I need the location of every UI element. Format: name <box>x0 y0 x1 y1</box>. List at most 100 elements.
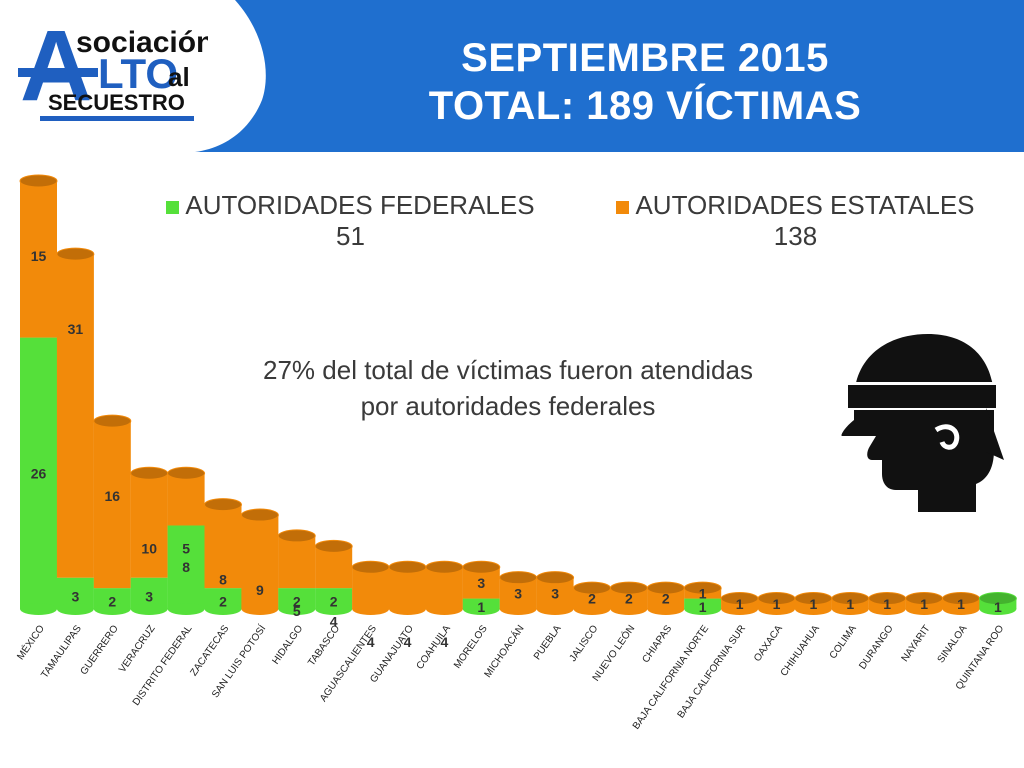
category-label: CHIHUAHUA <box>779 623 822 678</box>
logo-word3: al <box>168 62 190 92</box>
data-label-estatales: 15 <box>31 248 47 264</box>
header-background <box>0 0 1024 152</box>
data-label-estatales: 31 <box>68 321 84 337</box>
data-label-federales: 1 <box>994 599 1002 615</box>
bar-estatales <box>93 421 131 589</box>
data-label-estatales: 1 <box>736 596 744 612</box>
legend-value-federales: 51 <box>336 221 365 251</box>
data-label-estatales: 3 <box>477 575 485 591</box>
category-label: TAMAULIPAS <box>39 623 84 680</box>
category-label: TABASCO <box>306 623 342 668</box>
note-line2: por autoridades federales <box>360 391 656 421</box>
bar-estatales <box>352 567 390 609</box>
bar-federales <box>167 525 205 609</box>
data-label-estatales: 9 <box>256 582 264 598</box>
data-label-estatales: 2 <box>625 591 633 607</box>
bar-top-cap <box>314 539 353 553</box>
bar-top-cap <box>240 508 279 522</box>
bar-estatales <box>278 535 316 589</box>
data-label-estatales: 1 <box>699 585 707 601</box>
data-label-federales: 26 <box>31 465 47 481</box>
legend-item-federales: AUTORIDADES FEDERALES 51 <box>138 190 563 252</box>
category-label: OAXACA <box>752 623 785 664</box>
bar-top-cap <box>167 466 206 480</box>
data-label-federales: 2 <box>330 594 338 610</box>
bar-top-cap <box>19 174 58 188</box>
category-label: VERACRUZ <box>117 623 158 674</box>
data-label-estatales: 5 <box>182 540 190 556</box>
bar-top-cap <box>536 571 575 585</box>
data-label-federales: 2 <box>293 594 301 610</box>
data-label-estatales: 8 <box>219 572 227 588</box>
bar-base-cap <box>684 603 722 615</box>
bar-top-cap <box>351 560 390 574</box>
data-label-estatales: 4 <box>404 634 412 650</box>
data-label-estatales: 10 <box>141 540 157 556</box>
bar-base-cap <box>462 603 500 615</box>
bar-estatales <box>425 567 463 609</box>
note-text: 27% del total de víctimas fueron atendid… <box>218 352 798 424</box>
category-label: GUERRERO <box>79 623 121 677</box>
bar-top-cap <box>388 560 427 574</box>
legend-swatch-federales <box>166 200 180 214</box>
category-label: MORELOS <box>452 623 490 671</box>
data-label-estatales: 2 <box>662 591 670 607</box>
bar-top-cap <box>462 560 501 574</box>
bar-estatales <box>20 181 57 338</box>
category-label: JALISCO <box>568 623 601 664</box>
category-label: SINALOA <box>936 623 970 665</box>
category-label: CHIAPAS <box>640 623 674 665</box>
bar-base-cap <box>278 603 316 615</box>
bar-base-cap <box>979 603 1017 615</box>
category-label: DURANGO <box>857 623 895 671</box>
category-label: MÉXICO <box>14 622 47 662</box>
legend-swatch-estatales <box>616 200 630 214</box>
bar-federales <box>204 588 242 609</box>
data-label-federales: 1 <box>477 599 485 615</box>
note-line1: 27% del total de víctimas fueron atendid… <box>263 355 753 385</box>
data-label-estatales: 1 <box>883 596 891 612</box>
logo: A sociación LTO al SECUESTRO <box>18 8 214 128</box>
title-month: SEPTIEMBRE 2015 <box>461 36 829 80</box>
data-label-estatales: 16 <box>105 488 121 504</box>
legend-value-estatales: 138 <box>773 221 818 251</box>
bar-base-cap <box>130 603 168 615</box>
data-label-estatales: 5 <box>293 603 301 619</box>
bar-estatales <box>389 567 426 609</box>
category-label: ZACATECAS <box>188 623 231 678</box>
data-label-federales: 3 <box>145 588 153 604</box>
category-label: COLIMA <box>828 623 859 661</box>
category-label: BAJA CALIFORNIA SUR <box>676 623 748 720</box>
data-label-estatales: 1 <box>773 596 781 612</box>
bar-base-cap <box>204 603 242 615</box>
data-label-estatales: 3 <box>551 585 559 601</box>
category-label: BAJA CALIFORNIA NORTE <box>631 623 711 731</box>
bar-federales <box>20 337 57 609</box>
data-label-estatales: 4 <box>367 634 375 650</box>
chart-legend: AUTORIDADES FEDERALES 51 AUTORIDADES EST… <box>138 190 1018 260</box>
bar-base-cap <box>167 603 205 615</box>
data-label-federales: 3 <box>72 588 80 604</box>
bar-base-cap <box>56 603 94 615</box>
logo-word1: sociación <box>76 26 208 59</box>
category-label: PUEBLA <box>532 623 564 662</box>
bar-federales <box>93 588 131 609</box>
legend-item-estatales: AUTORIDADES ESTATALES 138 <box>583 190 1008 252</box>
header-band <box>0 0 1024 152</box>
data-label-federales: 8 <box>182 559 190 575</box>
data-label-estatales: 4 <box>330 613 338 629</box>
data-label-federales: 2 <box>219 594 227 610</box>
category-label: HIDALGO <box>270 623 305 666</box>
logo-word4: SECUESTRO <box>48 90 185 115</box>
bar-federales <box>278 588 316 609</box>
bar-top-cap <box>277 529 316 543</box>
bar-top-cap <box>56 247 95 261</box>
data-label-estatales: 2 <box>588 591 596 607</box>
data-label-federales: 1 <box>699 599 707 615</box>
bar-estatales <box>241 515 279 609</box>
bar-top-cap <box>425 560 464 574</box>
logo-big-letter: A <box>20 10 92 122</box>
logo-word2: LTO <box>98 50 178 97</box>
bar-top-cap <box>130 466 169 480</box>
bar-estatales <box>204 504 242 589</box>
